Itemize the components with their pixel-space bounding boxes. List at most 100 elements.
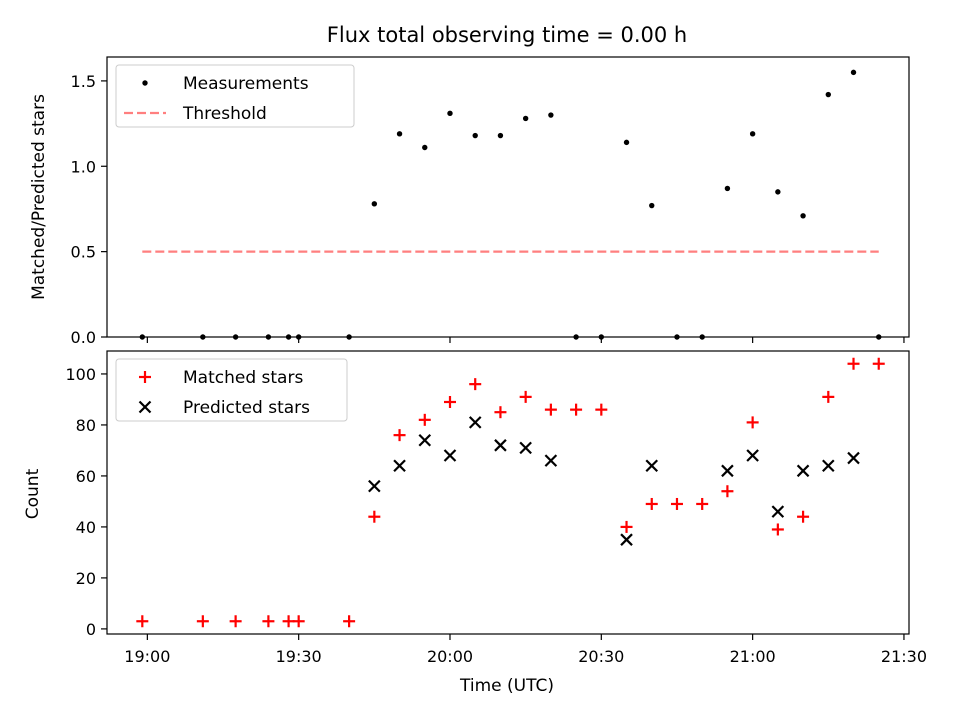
top-y-tick-label: 0.5 [71, 243, 96, 262]
matched-stars-point [136, 615, 149, 628]
chart-title: Flux total observing time = 0.00 h [327, 23, 687, 47]
matched-stars-point [393, 429, 406, 442]
threshold-legend-label: Threshold [182, 104, 267, 124]
measurements-legend-label: Measurements [183, 74, 309, 94]
predicted-stars-point-b [418, 433, 432, 447]
predicted-stars-point-b [620, 533, 633, 546]
matched-stars-point [368, 510, 381, 523]
predicted-stars-point [796, 464, 810, 478]
predicted-stars-point [746, 449, 759, 462]
predicted-stars-point [847, 451, 860, 465]
top-y-ticks: 0.0 0.5 1.0 1.5 [71, 72, 107, 347]
predicted-stars-point [468, 416, 482, 429]
bottom-y-tick-label: 40 [76, 518, 96, 537]
measurements-point [623, 139, 630, 146]
measurements-point [800, 213, 806, 219]
predicted-stars-point-b [746, 449, 759, 462]
matched-stars-point [797, 510, 810, 523]
bottom-x-ticks: 19:00 19:30 20:00 20:30 21:00 21:30 [124, 634, 927, 666]
predicted-stars-point-b [468, 416, 482, 429]
predicted-stars-point [721, 464, 734, 478]
predicted-stars-point [418, 433, 432, 447]
bottom-y-tick-label: 60 [76, 467, 96, 486]
top-y-tick-label: 1.0 [71, 157, 96, 176]
matched-stars-point [620, 520, 633, 533]
matched-stars-point [519, 390, 532, 403]
top-y-axis-label: Matched/Predicted stars [29, 94, 49, 300]
matched-stars-point [262, 615, 275, 628]
top-plot-marks [139, 69, 882, 340]
matched-stars-point [746, 416, 759, 429]
measurements-point [396, 131, 403, 137]
predicted-stars-legend-handle-b [138, 400, 152, 414]
measurements-point [447, 110, 453, 117]
predicted-stars-legend-label: Predicted stars [183, 398, 310, 418]
bottom-axes-frame [106, 350, 910, 635]
predicted-stars-point-b [443, 449, 457, 462]
predicted-stars-point-b [645, 459, 659, 473]
matched-stars-point [469, 378, 482, 391]
matched-stars-point [418, 413, 431, 426]
matched-stars-point [847, 357, 860, 370]
matched-stars-point [292, 615, 305, 628]
predicted-stars-point [645, 459, 659, 473]
predicted-stars-point [443, 449, 457, 462]
matched-stars-point [544, 403, 557, 416]
matched-stars-point [229, 615, 242, 628]
bottom-y-tick-label: 20 [76, 569, 96, 588]
predicted-stars-point [544, 454, 558, 467]
x-tick-label: 20:30 [578, 647, 624, 666]
predicted-stars-point [822, 459, 835, 473]
matched-stars-point [282, 615, 295, 628]
matched-stars-point [645, 497, 658, 510]
predicted-stars-point [519, 441, 532, 455]
top-legend: Measurements Threshold [115, 64, 355, 128]
bottom-panel: 0 20 40 60 80 100 19:00 19:30 20:00 20:30 21:00 21… [23, 350, 927, 696]
measurements-point [825, 91, 831, 98]
top-x-ticks [146, 337, 905, 343]
predicted-stars-point-b [847, 451, 860, 465]
measurements-point [422, 144, 428, 151]
x-tick-label: 19:00 [124, 647, 170, 666]
predicted-stars-point-b [721, 464, 734, 478]
predicted-stars-point [368, 479, 381, 493]
matched-stars-point [721, 485, 734, 498]
predicted-stars-point-b [771, 505, 785, 518]
measurements-point [775, 189, 781, 195]
top-axes-frame [106, 56, 910, 338]
measurements-point [371, 201, 378, 207]
x-axis-label: Time (UTC) [459, 676, 554, 696]
predicted-stars-point [771, 505, 785, 518]
matched-stars-point [570, 403, 583, 416]
x-tick-label: 21:30 [881, 647, 927, 666]
predicted-stars-point [393, 459, 406, 473]
measurements-point [850, 69, 857, 76]
predicted-stars-point-b [393, 459, 406, 473]
measurements-point [472, 132, 478, 139]
x-tick-label: 20:00 [427, 647, 473, 666]
matched-stars-point [196, 615, 209, 628]
matched-stars-legend-label: Matched stars [183, 368, 303, 388]
matched-stars-point [443, 395, 456, 408]
matched-stars-point [595, 403, 608, 416]
predicted-stars-legend-handle [138, 400, 152, 414]
top-y-tick-label: 0.0 [71, 328, 96, 347]
measurements-point [724, 185, 731, 192]
matched-stars-point [771, 523, 784, 536]
predicted-stars-point [494, 439, 507, 452]
predicted-stars-point-b [519, 441, 532, 455]
matched-stars-point [494, 406, 507, 419]
bottom-y-tick-label: 80 [76, 416, 96, 435]
bottom-legend-box [115, 358, 348, 422]
bottom-plot-marks [136, 357, 885, 628]
matched-stars-point [872, 357, 885, 370]
measurements-point [649, 202, 655, 209]
predicted-stars-point-b [822, 459, 835, 473]
top-legend-box [115, 64, 355, 128]
bottom-y-axis-label: Count [23, 468, 43, 519]
bottom-y-ticks: 0 20 40 60 80 100 [65, 365, 107, 639]
measurements-point [522, 115, 529, 122]
measurements-point [548, 112, 554, 118]
measurements-point [497, 132, 504, 139]
